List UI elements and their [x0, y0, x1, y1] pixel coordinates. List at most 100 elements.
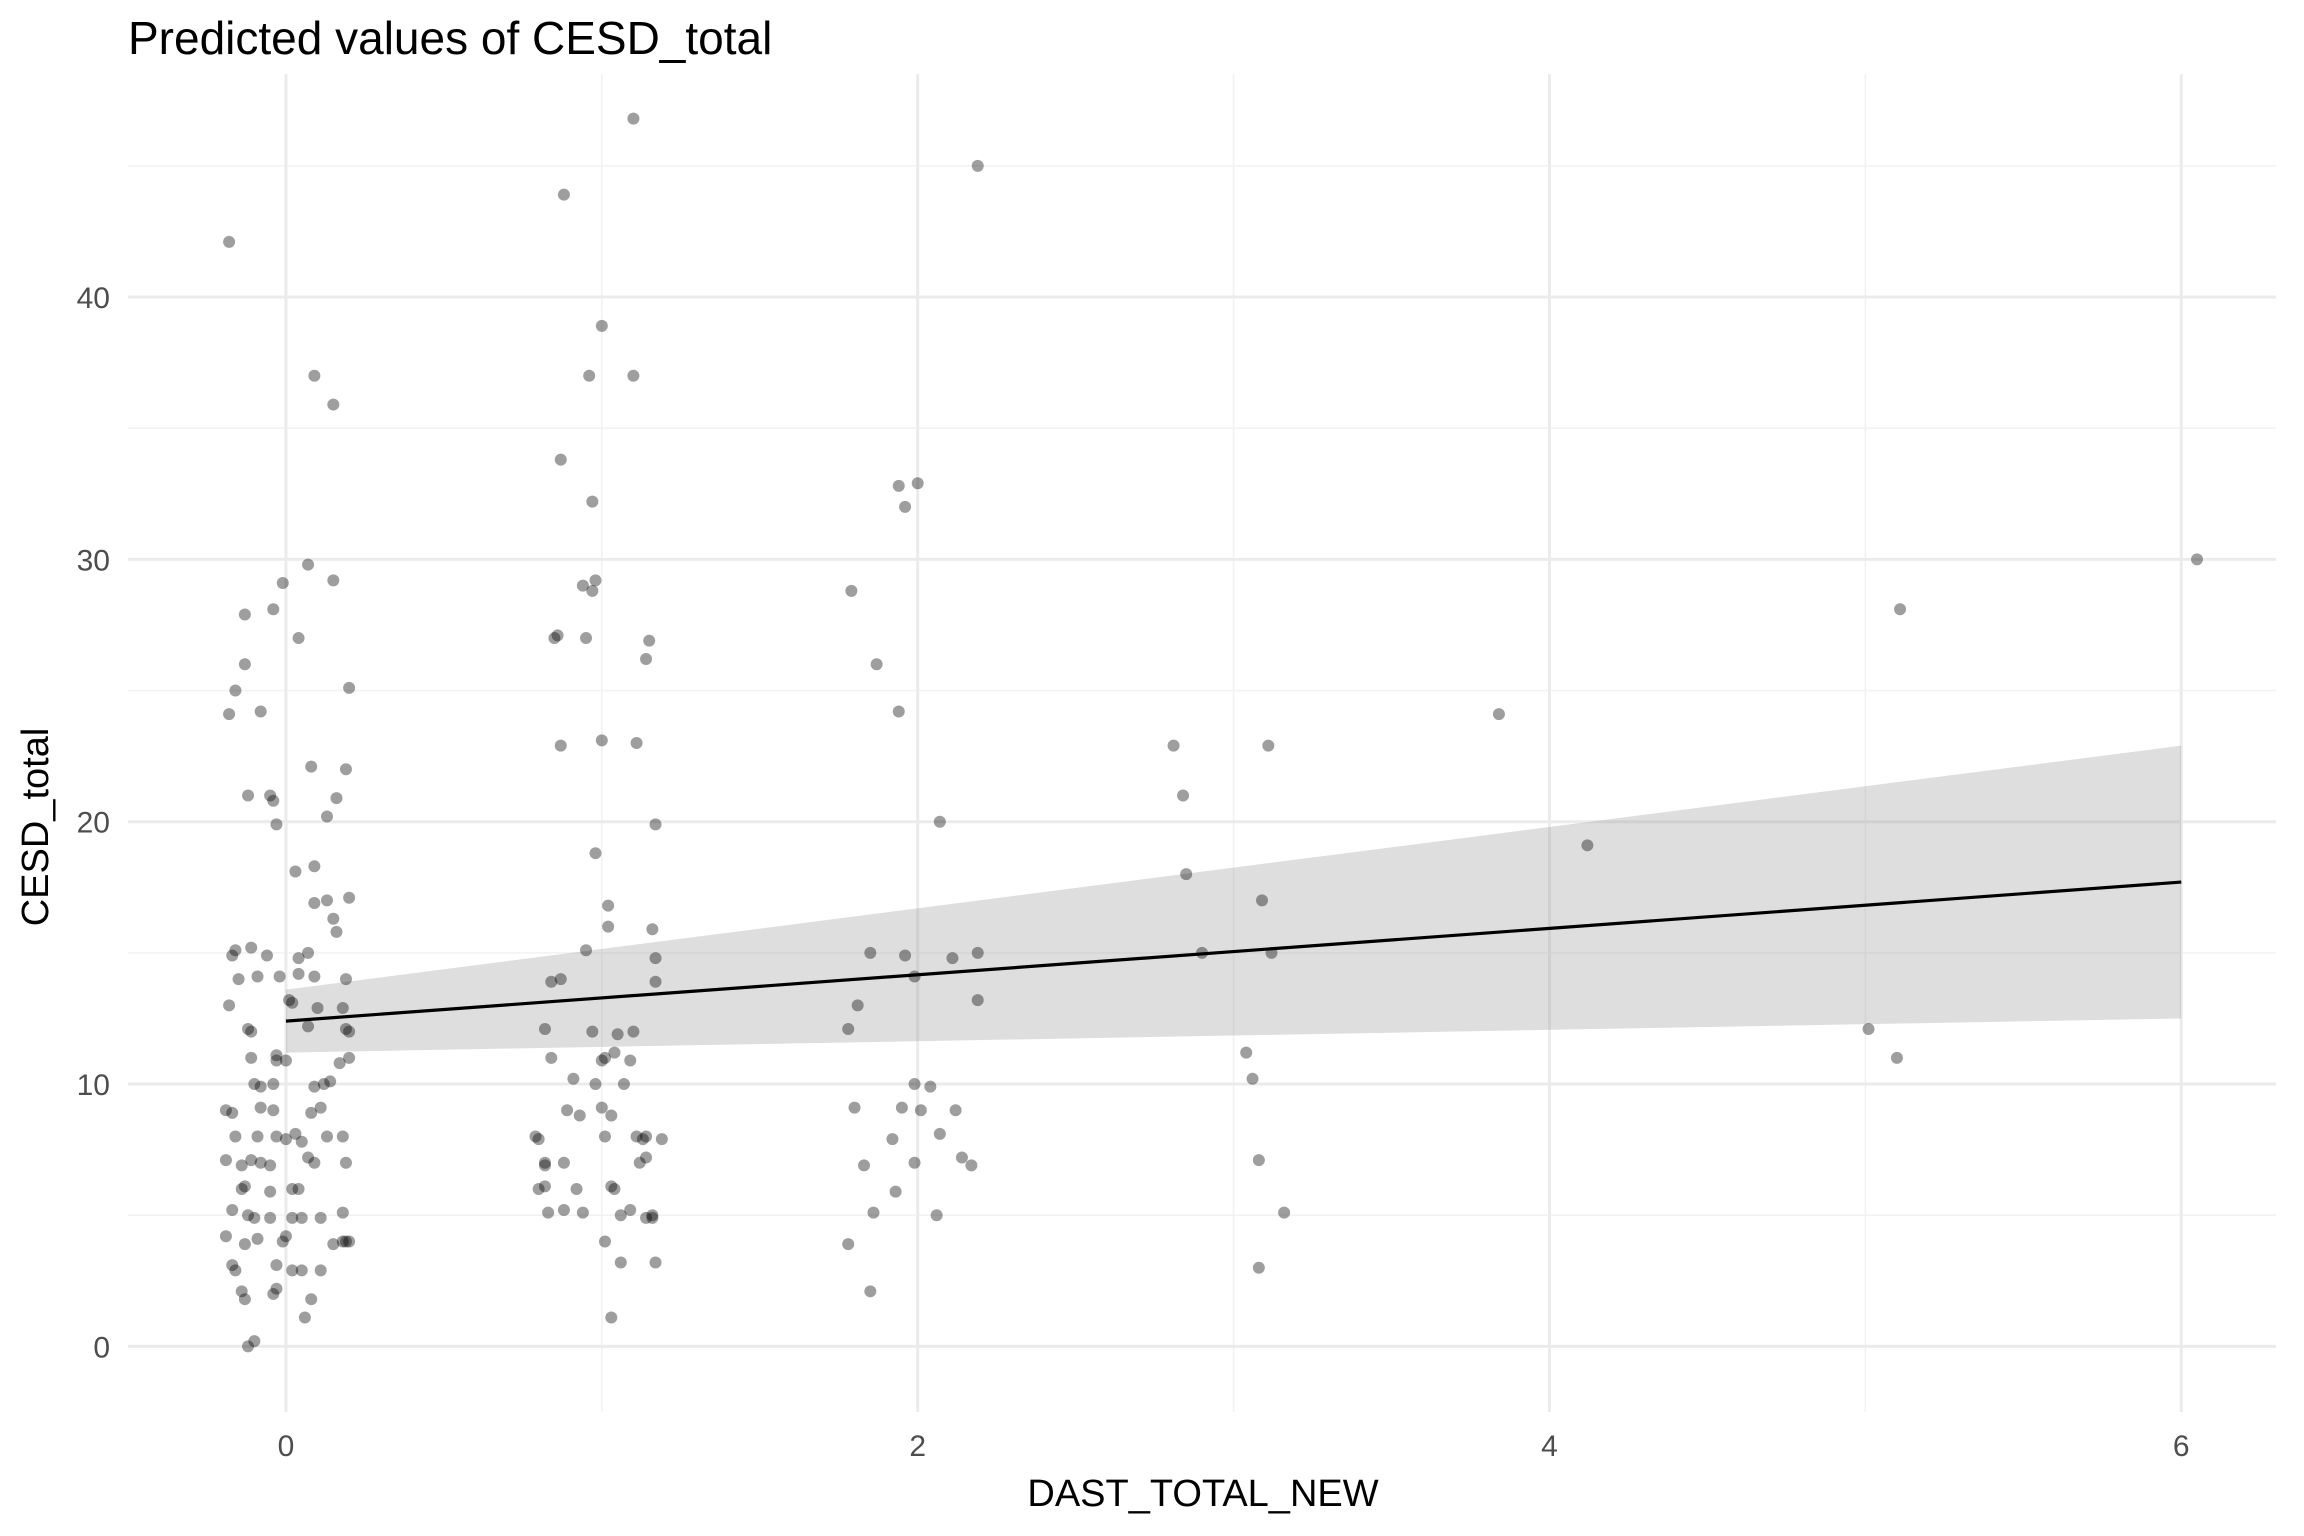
data-point	[933, 815, 946, 828]
data-point	[554, 739, 567, 752]
data-point	[327, 398, 340, 411]
major-gridlines	[128, 74, 2276, 1412]
data-point	[1256, 894, 1269, 907]
data-point	[254, 1156, 267, 1169]
data-point	[343, 1235, 356, 1248]
data-point	[267, 603, 280, 616]
data-point	[1177, 789, 1190, 802]
data-point	[627, 369, 640, 382]
data-point	[614, 1256, 627, 1269]
data-point	[1246, 1072, 1259, 1085]
scatter-points	[219, 112, 2204, 1353]
data-point	[646, 923, 659, 936]
data-point	[554, 453, 567, 466]
data-point	[226, 1203, 239, 1216]
data-point	[260, 949, 273, 962]
data-point	[538, 1180, 551, 1193]
data-point	[1262, 739, 1275, 752]
data-point	[649, 975, 662, 988]
data-point	[1890, 1051, 1903, 1064]
minor-gridlines	[128, 74, 2276, 1412]
data-point	[867, 1206, 880, 1219]
data-point	[242, 789, 255, 802]
data-point	[229, 944, 242, 957]
data-point	[889, 1185, 902, 1198]
data-point	[289, 1127, 302, 1140]
data-point	[640, 653, 653, 666]
data-point	[583, 369, 596, 382]
data-point	[283, 994, 296, 1007]
data-point	[570, 1183, 583, 1195]
data-point	[242, 1022, 255, 1035]
data-point	[235, 1159, 248, 1172]
data-point	[538, 1156, 551, 1169]
data-point	[589, 847, 602, 860]
data-point	[949, 1104, 962, 1117]
data-point	[1581, 839, 1594, 852]
y-tick-label: 30	[77, 544, 110, 577]
data-point	[557, 188, 570, 201]
data-point	[567, 1072, 580, 1085]
data-point	[248, 1211, 261, 1224]
data-point	[219, 1154, 232, 1167]
data-point	[595, 734, 608, 747]
data-point	[264, 1211, 277, 1224]
data-point	[235, 1183, 248, 1195]
data-point	[327, 574, 340, 587]
data-point	[646, 1211, 659, 1224]
data-point	[605, 1311, 618, 1324]
x-axis-title: DAST_TOTAL_NEW	[1027, 1473, 1378, 1515]
data-point	[586, 584, 599, 597]
data-point	[245, 1051, 258, 1064]
data-point	[1240, 1046, 1253, 1059]
data-point	[2191, 553, 2204, 566]
data-point	[655, 1133, 668, 1146]
data-point	[848, 1101, 861, 1114]
data-point	[595, 1054, 608, 1067]
data-point	[295, 1264, 308, 1277]
data-point	[229, 1130, 242, 1143]
data-point	[226, 1106, 239, 1119]
data-point	[305, 1293, 318, 1306]
data-point	[343, 891, 356, 904]
data-point	[605, 1109, 618, 1122]
data-point	[238, 1293, 251, 1306]
data-point	[529, 1130, 542, 1143]
data-point	[286, 1264, 299, 1277]
y-tick-label: 40	[77, 282, 110, 315]
data-point	[899, 500, 912, 513]
data-point	[270, 1282, 283, 1295]
data-point	[298, 1311, 311, 1324]
data-point	[286, 996, 299, 1009]
data-point	[955, 1151, 968, 1164]
data-point	[965, 1159, 978, 1172]
data-point	[624, 1203, 637, 1216]
chart-title: Predicted values of CESD_total	[128, 12, 772, 64]
data-point	[327, 912, 340, 925]
data-point	[908, 1078, 921, 1091]
data-point	[538, 1159, 551, 1172]
data-point	[858, 1159, 871, 1172]
data-point	[627, 1025, 640, 1038]
data-point	[924, 1080, 937, 1093]
data-point	[276, 1235, 289, 1248]
data-point	[314, 1211, 327, 1224]
data-point	[895, 1101, 908, 1114]
data-point	[548, 632, 561, 645]
data-point	[608, 1183, 621, 1195]
data-point	[324, 1075, 337, 1088]
data-point	[302, 1151, 315, 1164]
data-point	[551, 629, 564, 642]
data-point	[223, 708, 236, 721]
y-tick-label: 10	[77, 1069, 110, 1102]
data-point	[308, 369, 321, 382]
data-point	[595, 319, 608, 332]
data-point	[595, 1101, 608, 1114]
data-point	[317, 1078, 330, 1091]
data-point	[545, 1051, 558, 1064]
data-point	[851, 999, 864, 1012]
data-point	[589, 1078, 602, 1091]
data-point	[339, 973, 352, 986]
data-point	[538, 1022, 551, 1035]
